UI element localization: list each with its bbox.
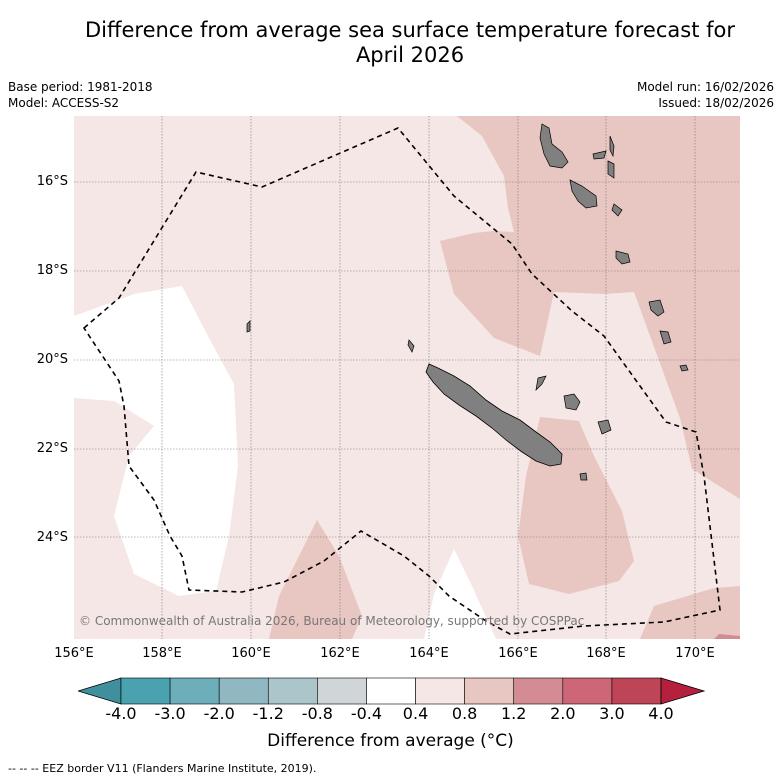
- colorbar-box: [464, 677, 515, 705]
- colorbar-boxes: [120, 677, 662, 705]
- anomaly-region-high: [714, 634, 740, 639]
- lon-label-158e: 158°E: [142, 646, 182, 661]
- eez-footnote: -- -- -- EEZ border V11 (Flanders Marine…: [8, 762, 317, 775]
- colorbar-box: [513, 677, 564, 705]
- model-name: Model: ACCESS-S2: [8, 96, 120, 110]
- lon-label-168e: 168°E: [586, 646, 626, 661]
- pentecost-island: [609, 135, 615, 158]
- colorbar: [78, 677, 706, 705]
- erromango-island: [648, 299, 665, 317]
- map-title: Difference from average sea surface temp…: [70, 18, 750, 68]
- lon-label-166e: 166°E: [498, 646, 538, 661]
- maewo-island: [592, 150, 607, 160]
- colorbar-box: [267, 677, 318, 705]
- colorbar-tick-label: -3.0: [154, 704, 186, 723]
- colorbar-box: [415, 677, 465, 705]
- title-line-2: April 2026: [355, 43, 465, 67]
- lon-label-164e: 164°E: [409, 646, 449, 661]
- colorbar-box: [120, 677, 171, 705]
- colorbar-tick-label: -0.4: [350, 704, 383, 723]
- chesterfield-island: [246, 320, 251, 333]
- issued-date: Issued: 18/02/2026: [658, 96, 774, 110]
- aneityum-island: [679, 364, 689, 372]
- tanna-island: [659, 330, 672, 345]
- anomaly-region-medium-bottom: [269, 520, 362, 639]
- belep-island: [407, 339, 415, 353]
- colorbar-tick-label: 0.8: [451, 704, 478, 723]
- colorbar-tick-label: 0.4: [402, 704, 429, 723]
- neutral-region-west: [74, 286, 238, 596]
- colorbar-box: [169, 677, 220, 705]
- malekula-island: [569, 179, 598, 209]
- map-svg[interactable]: [74, 116, 740, 639]
- colorbar-box: [611, 677, 662, 705]
- base-period: Base period: 1981-2018: [8, 80, 153, 94]
- graticule: [74, 116, 740, 639]
- colorbar-box: [366, 677, 416, 705]
- lon-label-156e: 156°E: [54, 646, 94, 661]
- colorbar-tick-label: -1.2: [252, 704, 284, 723]
- colorbar-tick-label: 1.2: [500, 704, 527, 723]
- lat-label-18s: 18°S: [36, 263, 68, 278]
- meta-left: Base period: 1981-2018 Model: ACCESS-S2: [8, 79, 153, 111]
- efate-island: [615, 250, 631, 265]
- colorbar-tick-label: -0.8: [301, 704, 333, 723]
- lon-label-162e: 162°E: [320, 646, 360, 661]
- colorbar-box: [218, 677, 269, 705]
- map-area[interactable]: © Commonwealth of Australia 2026, Bureau…: [74, 116, 740, 639]
- colorbar-label: Difference from average (°C): [267, 731, 514, 751]
- lat-label-22s: 22°S: [36, 441, 68, 456]
- colorbar-tick-label: 4.0: [648, 704, 674, 723]
- model-run: Model run: 16/02/2026: [636, 80, 774, 94]
- copyright-notice: © Commonwealth of Australia 2026, Bureau…: [79, 614, 585, 628]
- colorbar-tick-label: 2.0: [550, 704, 576, 723]
- epi-island: [611, 203, 623, 217]
- colorbar-tick-label: -2.0: [203, 704, 235, 723]
- lifou-island: [563, 393, 581, 411]
- ambae-island: [607, 160, 615, 179]
- colorbar-tick-label: 3.0: [599, 704, 625, 723]
- colorbar-box: [562, 677, 613, 705]
- mare-island: [597, 419, 612, 435]
- anomaly-region-medium-se: [640, 586, 740, 639]
- title-line-1: Difference from average sea surface temp…: [85, 18, 735, 42]
- colorbar-box: [317, 677, 367, 705]
- ouvea-island: [535, 375, 547, 392]
- meta-right: Model run: 16/02/2026 Issued: 18/02/2026: [637, 79, 774, 111]
- colorbar-tick-label: -4.0: [105, 704, 137, 723]
- eez-border: [82, 127, 721, 635]
- isle-of-pines: [579, 472, 588, 481]
- lat-label-20s: 20°S: [36, 352, 68, 367]
- espiritu-santo-island: [539, 123, 569, 169]
- colorbar-under-arrow: [78, 677, 122, 705]
- lat-label-16s: 16°S: [36, 174, 68, 189]
- lat-label-24s: 24°S: [36, 530, 68, 545]
- new-caledonia-island: [425, 363, 563, 467]
- lon-label-160e: 160°E: [231, 646, 271, 661]
- colorbar-over-arrow: [660, 677, 706, 705]
- lon-label-170e: 170°E: [675, 646, 715, 661]
- anomaly-region-medium-ne: [440, 116, 740, 499]
